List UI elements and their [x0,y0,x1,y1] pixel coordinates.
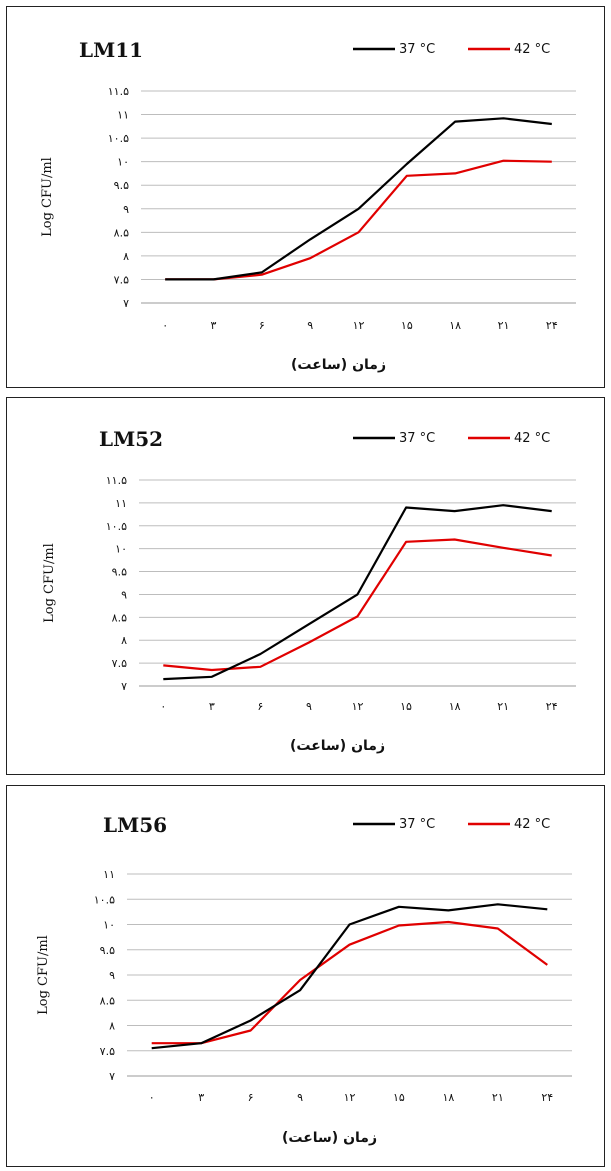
y-tick-label: ۱۰ [117,156,129,169]
chart-svg: LM56 37 °C 42 °C ۷ ۷.۵ ۸ ۸.۵ ۹ ۹.۵ ۱۰ ۱۰.۵ ۱۱ ۰ ۳ ۶ ۹ ۱۲… [36,813,572,1146]
x-tick-label: ۱۸ [449,700,461,713]
y-tick-label: ۱۰.۵ [106,520,127,533]
x-axis-label: زمان (ساعت) [282,1130,377,1146]
x-tick-label: ۰ [162,319,168,332]
x-tick-label: ۳ [211,319,217,332]
chart-svg: LM11 37 °C 42 °C ۷ ۷.۵ ۸ ۸.۵ ۹ ۹.۵ ۱۰ ۱۰.۵ ۱۱ ۱۱.۵ ۰ ۳… [40,38,576,373]
y-axis-label: Log CFU/ml [36,935,51,1015]
chart-svg: LM52 37 °C 42 °C ۷ ۷.۵ ۸ ۸.۵ ۹ ۹.۵ ۱۰ ۱۰.۵ ۱۱ ۱۱.۵ ۰ ۳… [42,427,576,754]
legend-label: 42 °C [514,431,550,446]
y-tick-label: ۸ [109,1020,115,1033]
y-tick-label: ۷ [121,680,127,693]
chart-title: LM11 [79,38,143,62]
legend-label: 37 °C [399,817,435,832]
x-tick-label: ۱۲ [353,319,365,332]
y-tick-label: ۱۱.۵ [106,474,127,487]
x-tick-label: ۲۴ [546,319,558,332]
x-tick-label: ۱۲ [352,700,364,713]
series-line-37c [163,504,552,681]
y-tick-label: ۸.۵ [100,994,115,1007]
y-tick-label: ۱۰ [103,919,115,932]
y-tick-label: ۹.۵ [114,179,129,192]
x-tick-label: ۳ [209,700,215,713]
x-tick-label: ۹ [307,319,313,332]
series-line-37c [151,903,548,1050]
x-tick-label: ۱۲ [344,1091,356,1104]
series-line-37c [165,117,552,281]
y-tick-label: ۸ [123,250,129,263]
y-tick-label: ۱۱.۵ [108,85,129,98]
x-tick-label: ۳ [198,1091,204,1104]
x-tick-label: ۹ [297,1091,303,1104]
y-tick-label: ۹ [121,588,127,601]
y-tick-label: ۱۱ [115,497,127,510]
x-tick-label: ۲۱ [492,1091,504,1104]
y-tick-label: ۹ [109,969,115,982]
y-tick-label: ۷ [123,297,129,310]
y-tick-label: ۹.۵ [100,944,115,957]
y-tick-label: ۷.۵ [112,657,127,670]
legend-label: 42 °C [514,817,550,832]
series-line-42c [165,159,552,281]
x-axis-label: زمان (ساعت) [291,357,386,373]
x-tick-label: ۲۴ [546,700,558,713]
y-tick-label: ۱۱ [117,109,129,122]
y-tick-label: ۸.۵ [114,226,129,239]
legend-label: 37 °C [399,431,435,446]
series-line-42c [163,538,552,672]
x-tick-label: ۱۸ [442,1091,454,1104]
x-tick-label: ۰ [149,1091,155,1104]
x-tick-label: ۶ [248,1091,254,1104]
series-line-42c [151,920,548,1045]
x-tick-label: ۶ [259,319,265,332]
y-tick-label: ۷ [109,1070,115,1083]
y-tick-label: ۱۰.۵ [94,893,115,906]
y-tick-label: ۷.۵ [100,1045,115,1058]
x-tick-label: ۹ [306,700,312,713]
y-tick-label: ۱۰ [115,543,127,556]
chart-panel-lm52: LM52 37 °C 42 °C ۷ ۷.۵ ۸ ۸.۵ ۹ ۹.۵ ۱۰ ۱۰.۵ ۱۱ ۱۱.۵ ۰ ۳… [6,397,605,775]
x-tick-label: ۲۴ [541,1091,553,1104]
chart-panel-lm56: LM56 37 °C 42 °C ۷ ۷.۵ ۸ ۸.۵ ۹ ۹.۵ ۱۰ ۱۰.۵ ۱۱ ۰ ۳ ۶ ۹ ۱۲… [6,785,605,1167]
y-tick-label: ۱۱ [103,868,115,881]
y-axis-label: Log CFU/ml [42,543,57,623]
legend-label: 37 °C [399,42,435,57]
x-tick-label: ۰ [160,700,166,713]
chart-title: LM56 [103,813,167,837]
y-tick-label: ۸.۵ [112,611,127,624]
x-axis-label: زمان (ساعت) [290,738,385,754]
x-tick-label: ۱۵ [401,319,413,332]
legend-label: 42 °C [514,42,550,57]
y-tick-label: ۱۰.۵ [108,132,129,145]
chart-panel-lm11: LM11 37 °C 42 °C ۷ ۷.۵ ۸ ۸.۵ ۹ ۹.۵ ۱۰ ۱۰.۵ ۱۱ ۱۱.۵ ۰ ۳… [6,6,605,388]
y-tick-label: ۹ [123,203,129,216]
x-tick-label: ۱۸ [449,319,461,332]
y-axis-label: Log CFU/ml [40,157,55,237]
y-tick-label: ۷.۵ [114,273,129,286]
chart-title: LM52 [99,427,163,451]
x-tick-label: ۱۵ [393,1091,405,1104]
y-tick-label: ۹.۵ [112,566,127,579]
x-tick-label: ۶ [257,700,263,713]
x-tick-label: ۲۱ [497,700,509,713]
x-tick-label: ۲۱ [498,319,510,332]
x-tick-label: ۱۵ [400,700,412,713]
y-tick-label: ۸ [121,634,127,647]
